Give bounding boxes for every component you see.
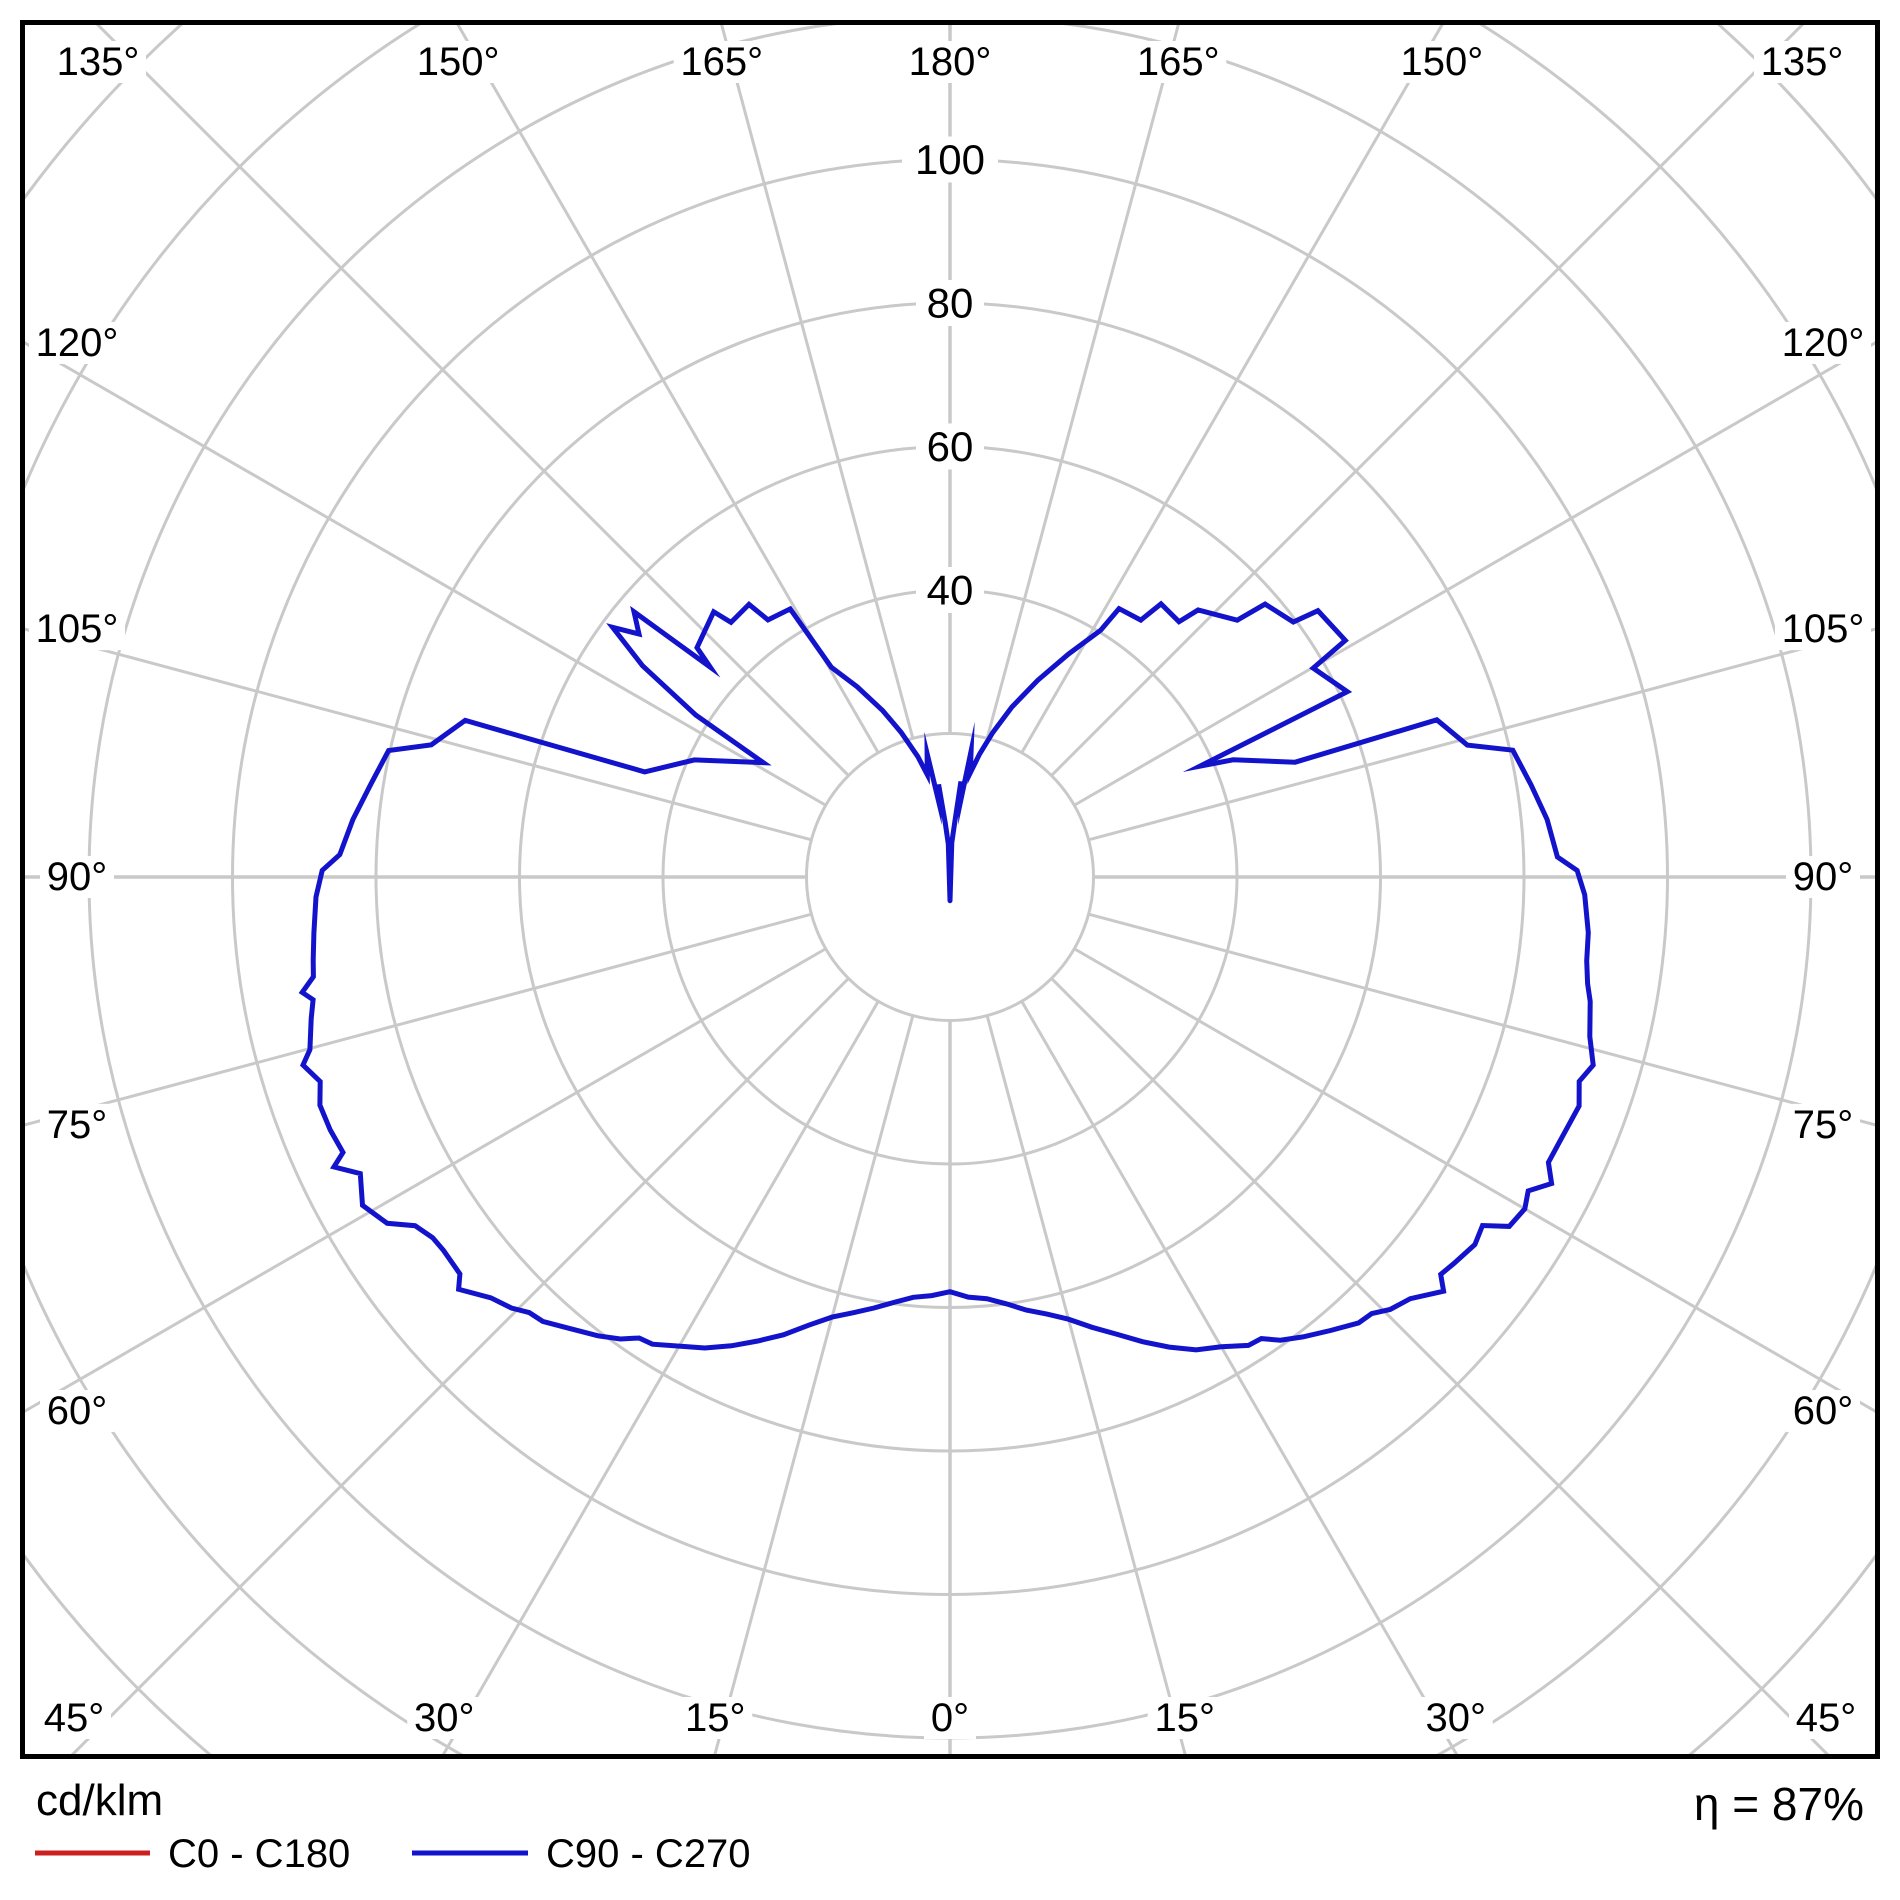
angle-label-patch <box>1786 1390 1860 1433</box>
intensity-curves <box>298 600 1596 1353</box>
angle-tick-label: 15° <box>1154 1696 1215 1740</box>
angle-tick-label: 150° <box>1401 40 1484 84</box>
grid-spoke-120 <box>1073 341 1875 807</box>
angle-label-patch <box>1786 856 1860 898</box>
angle-tick-label: 90° <box>47 855 108 899</box>
grid-spoke-150 <box>1020 25 1444 754</box>
angle-tick-label: 135° <box>57 40 140 84</box>
angle-label-patch <box>1418 1697 1493 1739</box>
angle-label-patch <box>1130 41 1227 83</box>
radial-label-patch <box>916 280 984 326</box>
angle-tick-label: 90° <box>1793 855 1854 899</box>
angle-tick-label: 120° <box>1782 321 1865 365</box>
angle-tick-label: 15° <box>685 1696 746 1740</box>
grid-spoke-165 <box>985 25 1180 739</box>
unit-label: cd/klm <box>36 1776 163 1825</box>
angle-label-patch <box>902 41 998 83</box>
angle-tick-label: 45° <box>44 1696 105 1740</box>
angle-label-patch <box>1754 41 1850 83</box>
grid-spoke-75 <box>1088 912 1875 1127</box>
angle-tick-label: 30° <box>1426 1696 1487 1740</box>
angle-tick-label: 105° <box>36 607 119 651</box>
angle-label-patch <box>37 1697 111 1739</box>
angle-tick-label: 135° <box>1761 40 1844 84</box>
angle-label-patch <box>29 321 125 364</box>
efficiency-label: η = 87% <box>1694 1778 1864 1830</box>
angle-tick-label: 180° <box>909 40 992 84</box>
angle-tick-label: 150° <box>417 40 500 84</box>
angle-label-patch <box>1775 608 1871 651</box>
angle-label-patch <box>407 1697 482 1739</box>
angle-label-patch <box>678 1697 753 1739</box>
grid-spoke-255 <box>25 627 812 842</box>
plot-border <box>20 20 1880 1759</box>
angle-label-patch <box>1789 1697 1863 1739</box>
angle-tick-label: 105° <box>1782 607 1865 651</box>
angle-tick-label: 75° <box>1793 1103 1854 1147</box>
grid-spoke-15 <box>985 1015 1187 1754</box>
grid-spoke-345 <box>713 1015 915 1754</box>
angle-label-patch <box>924 1697 976 1739</box>
angle-label-patch <box>50 41 146 83</box>
legend-label-c90: C90 - C270 <box>546 1832 751 1876</box>
legend-label-c0: C0 - C180 <box>168 1832 350 1876</box>
radial-tick-label: 100 <box>915 136 985 183</box>
grid-spoke-105 <box>1088 627 1875 842</box>
angle-label-patch <box>29 608 125 651</box>
angle-label-patch <box>410 41 507 83</box>
curve-C90-C270 <box>298 600 1596 1353</box>
grid-spoke-30 <box>1020 1000 1459 1754</box>
grid-spoke-210 <box>456 25 880 754</box>
angle-label-patch <box>40 1103 114 1146</box>
angle-label-patch <box>673 41 770 83</box>
grid-spoke-330 <box>441 1000 880 1754</box>
grid-spoke-225 <box>95 25 850 777</box>
grid-spoke-240 <box>25 341 827 807</box>
radial-label-patch <box>916 423 984 470</box>
angle-tick-label: 45° <box>1796 1696 1857 1740</box>
angle-label-patch <box>40 1390 114 1433</box>
angle-label-patch <box>1786 1103 1860 1146</box>
grid-spoke-195 <box>720 25 915 739</box>
radial-tick-label: 40 <box>927 567 974 614</box>
angle-label-patch <box>1147 1697 1222 1739</box>
angle-tick-label: 75° <box>47 1103 108 1147</box>
grid-spoke-135 <box>1050 25 1805 777</box>
angle-tick-label: 120° <box>36 321 119 365</box>
radial-tick-labels: 40 60 80 100 <box>902 136 998 614</box>
radial-label-patch <box>902 136 998 183</box>
angle-tick-label: 60° <box>47 1389 108 1433</box>
grid-spoke-60 <box>1073 947 1875 1413</box>
angle-tick-label: 0° <box>931 1696 969 1740</box>
angle-label-patch <box>1393 41 1490 83</box>
radial-tick-label: 80 <box>927 280 974 327</box>
angle-tick-label: 165° <box>680 40 763 84</box>
grid-spoke-285 <box>25 912 812 1127</box>
radial-label-patch <box>916 567 984 613</box>
angle-tick-label: 30° <box>414 1696 475 1740</box>
angle-tick-label: 165° <box>1137 40 1220 84</box>
angle-label-patch <box>40 856 114 898</box>
grid-spoke-300 <box>25 947 827 1413</box>
angle-tick-labels: 180° 165° 165° 150° 150° 135° 135° 120° 120° 105°… <box>29 40 1871 1740</box>
angle-label-patch <box>1775 321 1871 364</box>
angle-tick-label: 60° <box>1793 1389 1854 1433</box>
radial-tick-label: 60 <box>927 423 974 470</box>
